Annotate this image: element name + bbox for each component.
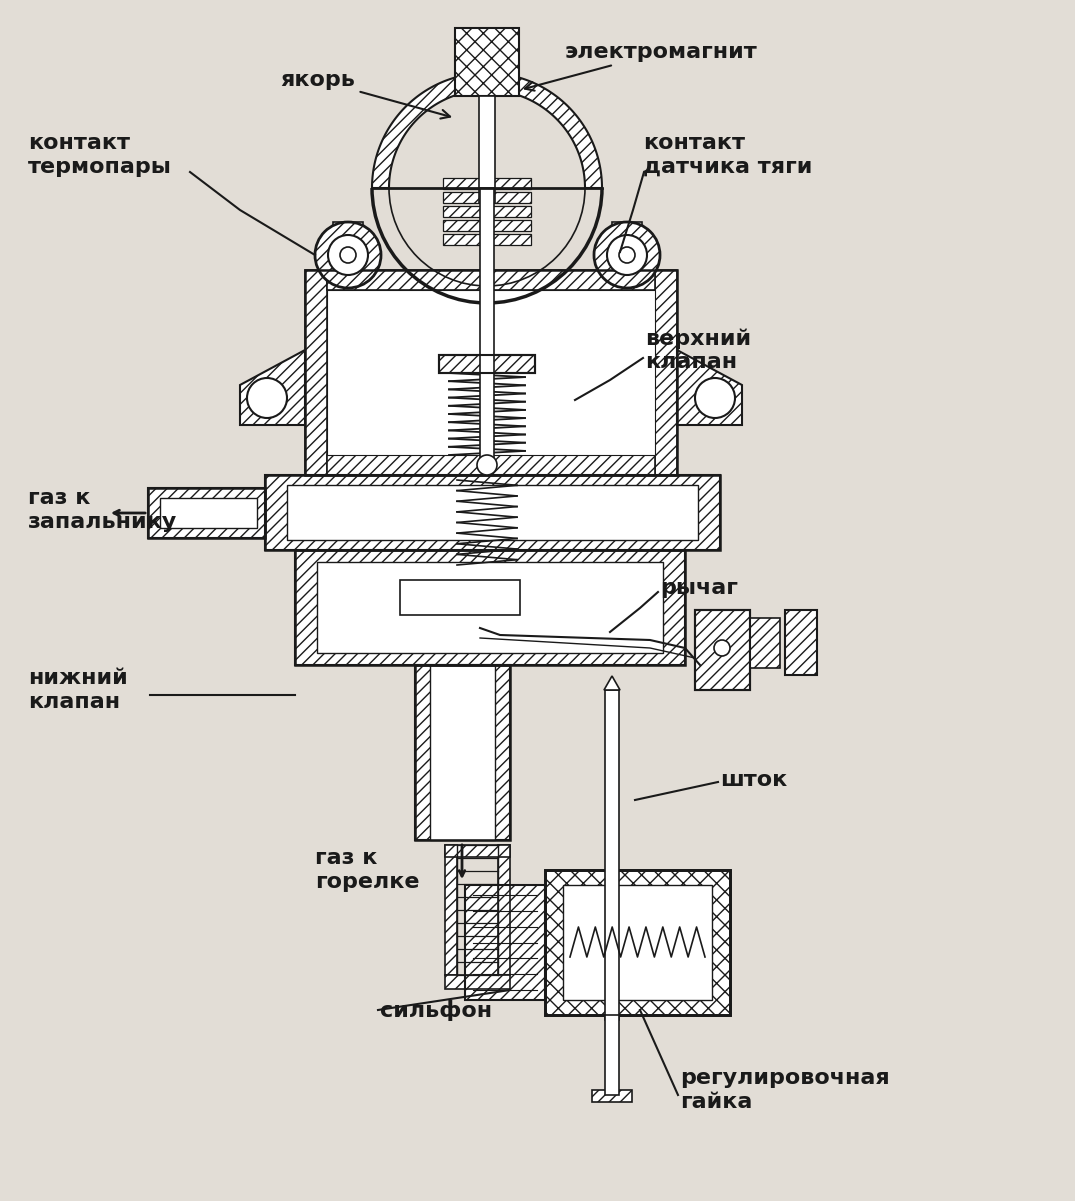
Text: рычаг: рычаг	[660, 578, 737, 598]
Bar	[445, 846, 510, 858]
Bar	[148, 488, 266, 538]
Bar	[545, 870, 730, 1015]
Bar	[612, 222, 642, 237]
Bar	[750, 619, 780, 668]
Bar	[148, 488, 266, 538]
Circle shape	[619, 247, 635, 263]
Bar	[415, 665, 510, 839]
Bar	[287, 485, 698, 540]
Polygon shape	[372, 73, 602, 189]
Bar	[305, 270, 327, 476]
Bar	[455, 28, 519, 96]
Bar	[445, 975, 510, 988]
Polygon shape	[240, 349, 305, 425]
Text: якорь: якорь	[280, 70, 450, 119]
Bar	[443, 207, 531, 217]
Bar	[443, 234, 531, 245]
Bar	[785, 610, 817, 675]
Bar	[443, 178, 531, 189]
Circle shape	[247, 378, 287, 418]
Bar	[305, 270, 677, 476]
Bar	[655, 270, 677, 476]
Text: контакт
термопары: контакт термопары	[28, 133, 172, 177]
Bar	[430, 665, 494, 839]
Bar	[696, 610, 750, 691]
Bar	[400, 580, 520, 615]
Bar	[445, 846, 457, 975]
Text: контакт
датчика тяги: контакт датчика тяги	[643, 133, 813, 177]
Bar	[785, 610, 817, 675]
Bar	[592, 1091, 632, 1103]
Bar	[266, 476, 720, 550]
Text: регулировочная
гайка: регулировочная гайка	[680, 1069, 890, 1112]
Polygon shape	[677, 349, 742, 425]
Circle shape	[328, 235, 368, 275]
Circle shape	[607, 235, 647, 275]
Bar	[295, 550, 685, 665]
Bar	[443, 192, 531, 203]
Bar	[563, 885, 712, 1000]
Bar	[160, 498, 257, 528]
Bar	[605, 691, 619, 1020]
Polygon shape	[604, 676, 620, 691]
Circle shape	[594, 222, 660, 288]
Circle shape	[340, 247, 356, 263]
Circle shape	[477, 455, 497, 476]
Bar	[415, 665, 510, 839]
Bar	[481, 189, 495, 460]
Bar	[333, 222, 363, 237]
Bar	[498, 846, 510, 975]
Bar	[439, 355, 535, 374]
Bar	[479, 96, 494, 203]
Text: газ к
запальнику: газ к запальнику	[28, 489, 177, 532]
Text: электромагнит: электромагнит	[525, 42, 758, 90]
Bar	[443, 220, 531, 231]
Bar	[327, 289, 655, 455]
Bar	[465, 885, 545, 1000]
Bar	[327, 270, 655, 289]
Text: сильфон: сильфон	[379, 999, 492, 1021]
Bar	[465, 885, 545, 1000]
Circle shape	[696, 378, 735, 418]
Text: газ к
горелке: газ к горелке	[315, 848, 419, 891]
Text: шток: шток	[720, 770, 787, 790]
Bar	[605, 1015, 619, 1095]
Bar	[696, 610, 750, 691]
Circle shape	[315, 222, 381, 288]
Circle shape	[714, 640, 730, 656]
Bar	[439, 355, 535, 374]
Bar	[545, 870, 730, 1015]
Bar	[327, 455, 655, 476]
Text: верхний
клапан: верхний клапан	[645, 328, 751, 372]
Text: нижний
клапан: нижний клапан	[28, 669, 128, 712]
Bar	[317, 562, 663, 653]
Bar	[266, 476, 720, 550]
Bar	[295, 550, 685, 665]
